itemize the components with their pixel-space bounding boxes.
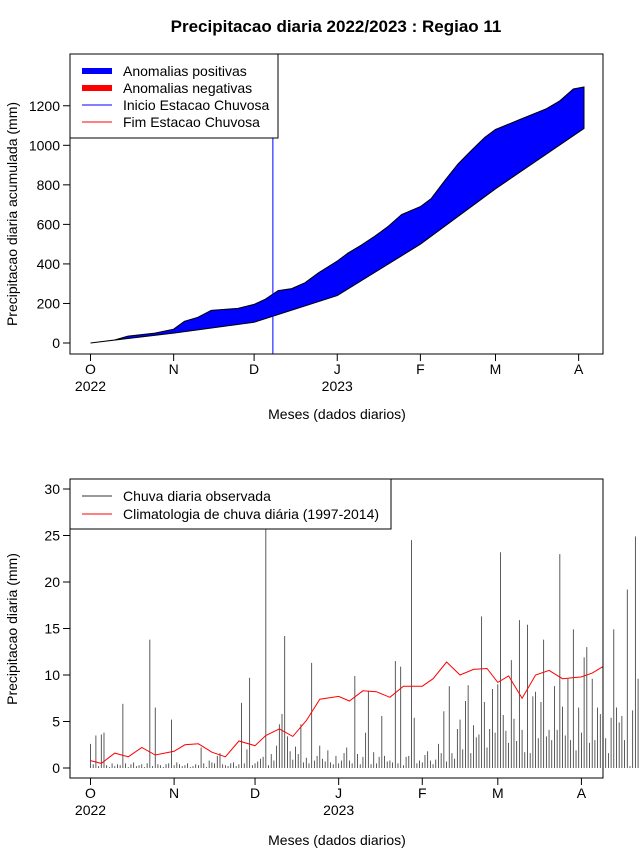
accum-x-year-label: 2023 (322, 378, 353, 394)
daily-y-tick-label: 5 (52, 714, 60, 730)
accum-x-tick-label: D (249, 361, 259, 377)
daily-x-tick-label: M (492, 785, 504, 801)
accum-x-tick-label: M (490, 361, 502, 377)
climatology-line (90, 661, 604, 764)
y-axis-label-top: Precipitacao diaria acumulada (mm) (4, 102, 20, 326)
daily-x-tick-label: A (577, 785, 587, 801)
legend-label-positive: Anomalias positivas (123, 63, 247, 79)
accum-x-tick-label: O (85, 361, 96, 377)
legend-label-observed: Chuva diaria observada (123, 488, 271, 504)
daily-x-tick-label: F (418, 785, 427, 801)
daily-y-tick-label: 25 (44, 528, 60, 544)
accum-x-tick-label: F (416, 361, 425, 377)
y-axis-top: 0 200 400 600 800 1000 1200 (29, 98, 71, 351)
accum-y-tick-label: 200 (37, 295, 61, 311)
x-axis-label-bottom: Meses (dados diarios) (268, 832, 406, 848)
accum-y-tick-label: 800 (37, 177, 61, 193)
legend-label-negative: Anomalias negativas (123, 80, 252, 96)
daily-x-tick-label: N (169, 785, 179, 801)
accum-x-year-label: 2022 (75, 378, 106, 394)
legend-label-season-start: Inicio Estacao Chuvosa (123, 97, 270, 113)
accum-y-tick-label: 1000 (29, 137, 60, 153)
accum-y-tick-label: 1200 (29, 98, 60, 114)
accum-y-tick-label: 400 (37, 256, 61, 272)
daily-y-tick-label: 30 (44, 481, 60, 497)
y-axis-label-bottom: Precipitacao diaria (mm) (4, 553, 20, 705)
legend-label-climatology: Climatologia de chuva diária (1997-2014) (123, 506, 379, 522)
daily-x-year-label: 2022 (75, 802, 106, 818)
daily-rain-bars (90, 489, 639, 768)
daily-y-tick-label: 20 (44, 574, 60, 590)
chart-title: Precipitacao diaria 2022/2023 : Regiao 1… (171, 17, 502, 36)
accum-y-tick-label: 600 (37, 216, 61, 232)
legend-label-season-end: Fim Estacao Chuvosa (123, 114, 260, 130)
accum-x-tick-label: J (334, 361, 341, 377)
daily-y-tick-label: 0 (52, 760, 60, 776)
daily-x-tick-label: D (250, 785, 260, 801)
x-axis-label-top: Meses (dados diarios) (268, 406, 406, 422)
daily-x-tick-label: J (335, 785, 342, 801)
accum-x-tick-label: A (574, 361, 584, 377)
daily-y-tick-label: 15 (44, 621, 60, 637)
legend-bottom: Chuva diaria observada Climatologia de c… (69, 478, 392, 530)
daily-x-tick-label: O (85, 785, 96, 801)
daily-y-tick-label: 10 (44, 667, 60, 683)
positive-anomaly-area (90, 86, 585, 344)
accum-y-tick-label: 0 (52, 335, 60, 351)
y-axis-bottom: 0 5 10 15 20 25 30 (44, 481, 71, 776)
daily-x-year-label: 2023 (323, 802, 354, 818)
legend-top: Anomalias positivas Anomalias negativas … (69, 53, 279, 139)
accum-x-tick-label: N (169, 361, 179, 377)
